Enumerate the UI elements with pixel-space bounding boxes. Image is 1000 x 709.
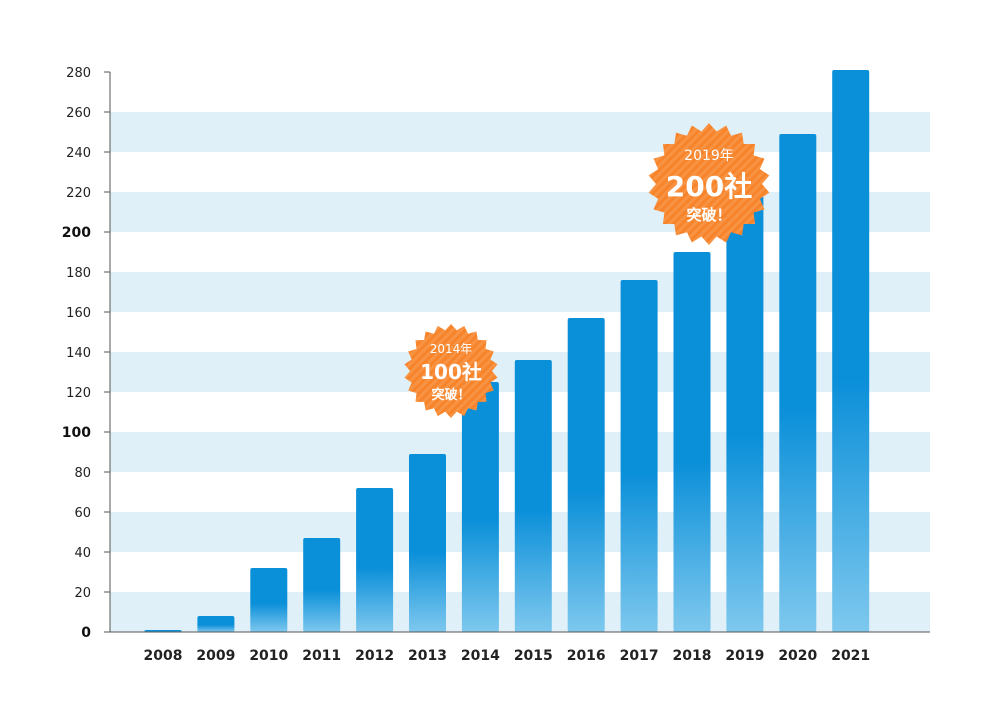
badge-count-label: 100社: [420, 360, 482, 384]
x-axis: 2008 2009 2010 2011 2012 2013 2014 2015 2016 2017…: [110, 631, 930, 664]
bar-2010: [250, 568, 288, 632]
y-tick-label: 40: [74, 546, 91, 561]
y-tick-label: 100: [62, 425, 91, 441]
y-axis: 0 20 40 60 80 100 120 140 160 180 200 220 240 260 280: [62, 66, 111, 641]
y-tick-label: 280: [66, 66, 91, 81]
x-tick-label: 2013: [408, 648, 447, 664]
bar-2012: [356, 488, 394, 632]
badge-stripes: [404, 324, 498, 418]
bar-2015: [514, 360, 552, 632]
x-tick-label: 2009: [196, 648, 235, 664]
badge-count-label: 200社: [666, 170, 752, 203]
bar-2021: [832, 70, 870, 632]
y-tick-label: 160: [66, 306, 91, 321]
badge-note-label: 突破！: [431, 387, 470, 403]
x-tick-label: 2017: [620, 648, 659, 664]
bar-2009: [197, 616, 235, 632]
bar-2014: [461, 382, 499, 632]
badge-year-label: 2019年: [684, 148, 734, 164]
x-tick-label: 2012: [355, 648, 394, 664]
bar-2011: [303, 538, 341, 632]
x-tick-label: 2010: [249, 648, 288, 664]
x-tick-label: 2016: [567, 648, 606, 664]
y-tick-label: 220: [66, 186, 91, 201]
bar-2016: [567, 318, 605, 632]
y-tick-label: 180: [66, 266, 91, 281]
y-tick-label: 140: [66, 346, 91, 361]
x-tick-label: 2021: [831, 648, 870, 664]
badge-year-label: 2014年: [430, 342, 473, 356]
x-tick-label: 2020: [778, 648, 817, 664]
badge-note-label: 突破！: [686, 206, 731, 224]
y-tick-label: 20: [74, 586, 91, 601]
bar-2018: [673, 252, 711, 632]
x-tick-label: 2011: [302, 648, 341, 664]
badge-stripes: [648, 123, 770, 245]
x-tick-label: 2015: [514, 648, 553, 664]
bar-2019: [726, 196, 764, 632]
y-tick-label: 200: [62, 225, 91, 241]
y-tick-label: 260: [66, 106, 91, 121]
y-tick-label: 120: [66, 386, 91, 401]
x-tick-label: 2008: [144, 648, 183, 664]
bar-2020: [779, 134, 817, 632]
y-tick-label: 240: [66, 146, 91, 161]
x-tick-label: 2019: [725, 648, 764, 664]
bar-2017: [620, 280, 658, 632]
bar-2013: [409, 454, 446, 632]
y-tick-label: 60: [74, 506, 91, 521]
x-tick-label: 2018: [673, 648, 712, 664]
y-tick-label: 80: [74, 466, 91, 481]
bars: [144, 70, 870, 632]
x-tick-label: 2014: [461, 648, 500, 664]
y-tick-label: 0: [81, 625, 91, 641]
